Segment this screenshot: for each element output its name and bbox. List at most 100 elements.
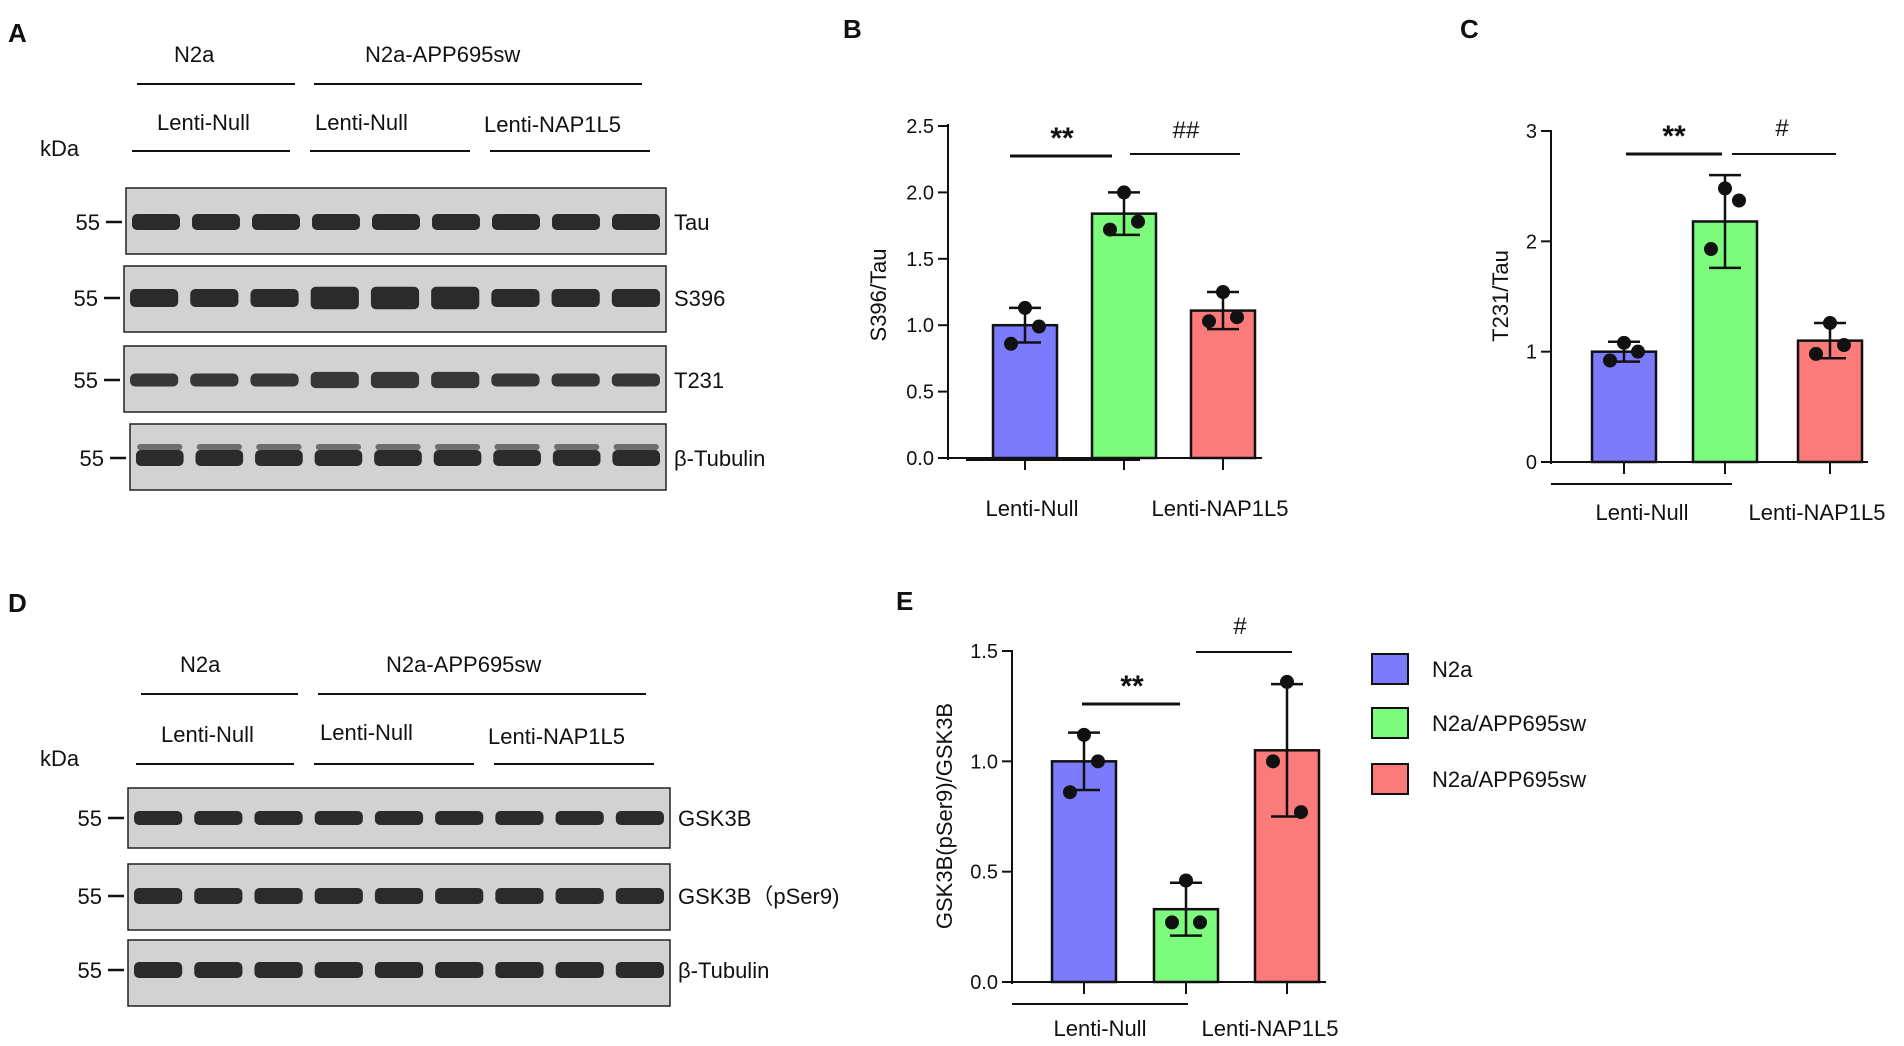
wb-a-strip-label-1: S396 (674, 286, 725, 311)
chart-c-bar-2 (1796, 339, 1864, 464)
wb-d-band (194, 962, 243, 978)
chart-c-point-2-0 (1823, 315, 1837, 330)
wb-d-band (194, 888, 243, 904)
wb-a-band (612, 450, 661, 466)
wb-d-band (615, 962, 664, 978)
wb-d-marker-1: 55 (78, 884, 102, 909)
wb-a-band (551, 289, 600, 307)
chart-e-point-1-2 (1193, 915, 1207, 930)
wb-a-band (370, 286, 420, 310)
chart-e-bars (1050, 674, 1321, 994)
wb-a-treatment-0: Lenti-Null (157, 110, 250, 135)
chart-c-point-0-2 (1631, 344, 1645, 359)
wb-a-band (431, 286, 480, 310)
chart-b-point-1-1 (1103, 222, 1117, 237)
chart-c-ytick-label: 3 (1526, 121, 1537, 143)
wb-d-kda-label: kDa (40, 746, 80, 771)
wb-a-band (250, 373, 299, 387)
chart-b-sig-0: ** (1050, 122, 1074, 155)
wb-a-strip-label-0: Tau (674, 210, 709, 235)
wb-d-band (254, 962, 303, 978)
wb-a-band (252, 214, 300, 230)
wb-a-band (190, 289, 239, 307)
wb-a-band (494, 444, 540, 450)
wb-a-band (612, 214, 660, 230)
chart-e-point-2-0 (1280, 674, 1294, 689)
panel-label-c: C (1460, 14, 1479, 44)
chart-b-bars (991, 185, 1257, 470)
wb-d-band (134, 811, 183, 825)
wb-a-band (554, 444, 600, 450)
chart-e-ytick-label: 0.5 (970, 862, 998, 884)
wb-a-band (190, 373, 239, 387)
wb-d-band (435, 962, 484, 978)
chart-b-ytick-label: 0.5 (906, 382, 934, 404)
wb-d-group-1: N2a-APP695sw (386, 652, 541, 677)
wb-d-band (374, 888, 424, 904)
chart-c-point-0-1 (1603, 353, 1617, 368)
wb-d-marker-0: 55 (78, 806, 102, 831)
chart-e-point-0-2 (1091, 754, 1105, 769)
wb-a-band (493, 450, 541, 466)
wb-d-band (134, 888, 183, 904)
wb-d-band (555, 811, 604, 825)
chart-b-xgroup-0: Lenti-Null (986, 496, 1079, 521)
wb-a-band (374, 450, 422, 466)
wb-a-band (375, 444, 421, 450)
wb-d-band (314, 811, 363, 825)
wb-d-band (374, 962, 424, 978)
chart-e: E GSK3B(pSer9)/GSK3B 0.0 0.5 1.0 1.5 Lenti-… (896, 586, 1338, 1041)
legend-label-0: N2a (1432, 657, 1473, 682)
chart-e-sig-1: # (1233, 613, 1247, 640)
wb-d-strip-label-0: GSK3B (678, 806, 751, 831)
chart-c-xgroup-0: Lenti-Null (1596, 500, 1689, 525)
chart-b-ytick-label: 0.0 (906, 448, 934, 470)
wb-d-treatment-2: Lenti-NAP1L5 (488, 724, 625, 749)
wb-a-band (372, 214, 420, 230)
wb-a-band (552, 450, 601, 466)
panel-label-b: B (843, 14, 862, 44)
chart-c-ytick-label: 2 (1526, 231, 1537, 253)
wb-a-band (491, 373, 540, 387)
wb-a-band (370, 371, 420, 389)
wb-d-strip-label-1: GSK3B（pSer9) (678, 884, 839, 909)
chart-b-ytick-label: 1.5 (906, 249, 934, 271)
chart-c-sig-0: ** (1662, 120, 1686, 153)
wb-a-marker-1: 55 (74, 286, 98, 311)
chart-b: B S396/Tau 0.0 0.5 1.0 1.5 2.0 2.5 Lenti-Null… (843, 14, 1288, 521)
wb-d-band (555, 962, 604, 978)
chart-b-point-0-2 (1032, 319, 1046, 334)
wb-d-band (314, 888, 363, 904)
wb-a-band (434, 444, 481, 450)
wb-a-treatment-1: Lenti-Null (315, 110, 408, 135)
chart-b-ytick-label: 1.0 (906, 315, 934, 337)
chart-e-point-1-1 (1165, 915, 1179, 930)
chart-b-bar-2 (1189, 309, 1257, 460)
wb-a-band (611, 373, 660, 387)
wb-a-band (310, 286, 359, 310)
wb-d-band (495, 888, 544, 904)
wb-d-marker-2: 55 (78, 958, 102, 983)
wb-d-group-0: N2a (180, 652, 221, 677)
chart-c-point-2-2 (1837, 338, 1851, 353)
wb-a-band (613, 444, 659, 450)
chart-b-point-1-0 (1117, 185, 1131, 200)
chart-e-ytick-label: 0.0 (970, 972, 998, 994)
chart-b-point-2-0 (1216, 285, 1230, 299)
chart-b-point-2-2 (1230, 310, 1244, 325)
chart-e-point-2-1 (1266, 754, 1280, 769)
wb-d-band (555, 888, 604, 904)
chart-c-xgroup-1: Lenti-NAP1L5 (1749, 500, 1886, 525)
wb-d-band (495, 811, 544, 825)
wb-a-band (192, 214, 240, 230)
wb-a-band (611, 289, 660, 307)
chart-c-sig-1: # (1775, 115, 1789, 142)
legend: N2a N2a/APP695sw N2a/APP695sw (1371, 653, 1586, 795)
chart-c-point-1-0 (1718, 181, 1732, 196)
wb-d-band (194, 811, 243, 825)
wb-d-band (435, 888, 484, 904)
chart-b-ytick-label: 2.0 (906, 182, 934, 204)
wb-a-band (315, 444, 362, 450)
wb-a-band (250, 289, 299, 307)
